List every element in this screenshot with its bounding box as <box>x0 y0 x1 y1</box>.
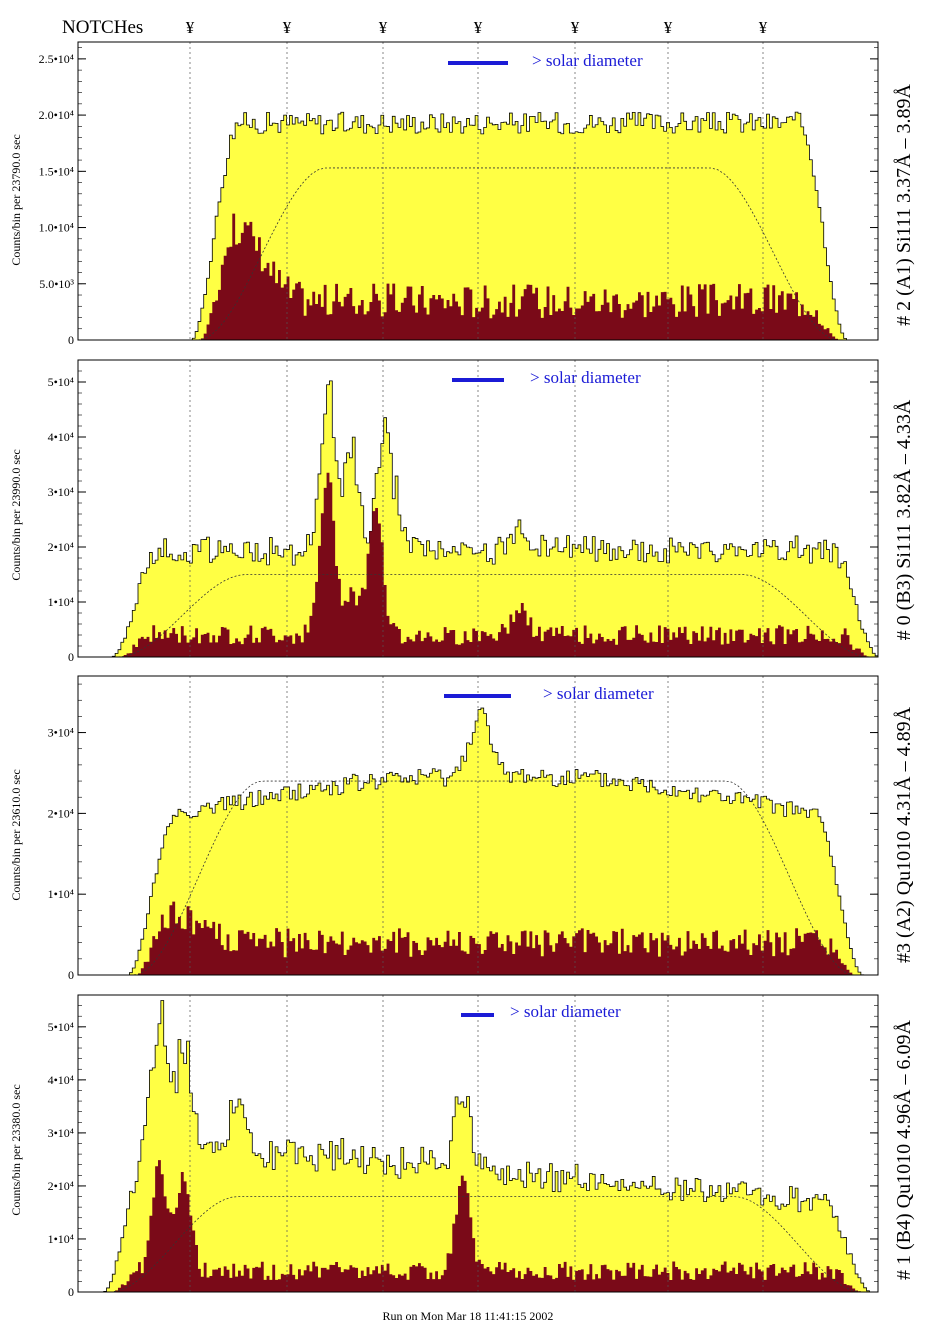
y-tick-label: 1•10⁴ <box>48 887 74 901</box>
chart-panel-a2: 0 1•10⁴ 2•10⁴ 3•10⁴ Counts/bin per 23610.0 … <box>9 675 915 982</box>
y-axis-label: Counts/bin per 23990.0 sec <box>9 449 23 580</box>
notch-marker: ¥ <box>474 18 483 37</box>
chart-panel-b4: 0 1•10⁴ 2•10⁴ 3•10⁴ 4•10⁴ 5•10⁴ Counts/bin pe… <box>9 994 915 1299</box>
y-tick-label: 5•10⁴ <box>48 375 74 389</box>
panel-title: # 0 (B3) Si111 3.82Å – 4.33Å <box>893 399 915 640</box>
notches-label: NOTCHes <box>62 17 143 38</box>
notch-marker: ¥ <box>759 18 768 37</box>
y-tick-label: 1.5•10⁴ <box>39 164 74 178</box>
y-tick-label: 1.0•10⁴ <box>39 221 74 235</box>
notch-marker: ¥ <box>571 18 580 37</box>
solar-diameter-label: > solar diameter <box>510 1002 621 1021</box>
run-footer: Run on Mon Mar 18 11:41:15 2002 <box>383 1309 554 1323</box>
y-tick-label: 4•10⁴ <box>48 1073 74 1087</box>
notch-marker: ¥ <box>664 18 673 37</box>
secondary-counts-histogram <box>78 472 878 657</box>
y-axis-label: Counts/bin per 23380.0 sec <box>9 1084 23 1215</box>
y-tick-label: 5•10⁴ <box>48 1020 74 1034</box>
solar-diameter-bar <box>448 61 508 65</box>
secondary-counts-histogram <box>78 213 878 340</box>
solar-diameter-bar <box>452 378 504 382</box>
y-tick-label: 1•10⁴ <box>48 595 74 609</box>
y-tick-label: 0 <box>68 333 74 347</box>
y-tick-label: 0 <box>68 968 74 982</box>
axes: 0 1•10⁴ 2•10⁴ 3•10⁴ 4•10⁴ 5•10⁴ <box>48 359 879 664</box>
axes: 0 5.0•10³ 1.0•10⁴ 1.5•10⁴ 2.0•10⁴ 2.5•10⁴ <box>39 41 879 347</box>
notch-marker: ¥ <box>186 18 195 37</box>
chart-panel-a1: 0 5.0•10³ 1.0•10⁴ 1.5•10⁴ 2.0•10⁴ 2.5•10⁴ Cou… <box>9 41 915 347</box>
plot-frame <box>77 675 879 976</box>
notch-markers: ¥ ¥ ¥ ¥ ¥ ¥ ¥ <box>186 18 768 37</box>
model-curve <box>78 574 878 658</box>
solar-diameter-label: > solar diameter <box>530 368 641 387</box>
notch-marker: ¥ <box>283 18 292 37</box>
y-tick-label: 0 <box>68 650 74 664</box>
solar-diameter-bar <box>461 1013 494 1017</box>
solar-diameter-bar <box>444 694 511 698</box>
plot-area <box>78 360 879 658</box>
y-tick-label: 4•10⁴ <box>48 430 74 444</box>
plot-frame <box>77 359 879 658</box>
notch-marker: ¥ <box>379 18 388 37</box>
y-tick-label: 3•10⁴ <box>48 726 74 740</box>
panel-title: # 1 (B4) Qu1010 4.96Å – 6.09Å <box>893 1019 915 1280</box>
solar-diameter-label: > solar diameter <box>532 51 643 70</box>
chart-panel-b3: 0 1•10⁴ 2•10⁴ 3•10⁴ 4•10⁴ 5•10⁴ Counts/bin pe… <box>9 359 915 664</box>
y-tick-label: 2•10⁴ <box>48 1179 74 1193</box>
y-tick-label: 2.5•10⁴ <box>39 52 74 66</box>
plot-area <box>78 676 878 976</box>
model-curve <box>78 780 878 976</box>
y-tick-label: 3•10⁴ <box>48 485 74 499</box>
plot-frame <box>77 41 879 341</box>
axes: 0 1•10⁴ 2•10⁴ 3•10⁴ <box>48 675 879 982</box>
panel-title: #3 (A2) Qu1010 4.31Å – 4.89Å <box>893 706 915 963</box>
y-tick-label: 5.0•10³ <box>39 277 74 291</box>
plot-area <box>78 42 878 341</box>
y-axis-label: Counts/bin per 23610.0 sec <box>9 769 23 900</box>
axes: 0 1•10⁴ 2•10⁴ 3•10⁴ 4•10⁴ 5•10⁴ <box>48 994 879 1299</box>
secondary-counts-histogram <box>78 901 878 975</box>
y-tick-label: 0 <box>68 1285 74 1299</box>
total-counts-histogram <box>78 380 879 658</box>
total-counts-histogram <box>78 1000 878 1293</box>
y-tick-label: 1•10⁴ <box>48 1232 74 1246</box>
panel-title: # 2 (A1) Si111 3.37Å – 3.89Å <box>893 84 915 326</box>
y-tick-label: 3•10⁴ <box>48 1126 74 1140</box>
solar-diameter-label: > solar diameter <box>543 684 654 703</box>
y-tick-label: 2•10⁴ <box>48 806 74 820</box>
y-axis-label: Counts/bin per 23790.0 sec <box>9 134 23 265</box>
total-counts-histogram <box>78 111 878 341</box>
plot-area <box>78 995 878 1293</box>
y-tick-label: 2•10⁴ <box>48 540 74 554</box>
y-tick-label: 2.0•10⁴ <box>39 108 74 122</box>
